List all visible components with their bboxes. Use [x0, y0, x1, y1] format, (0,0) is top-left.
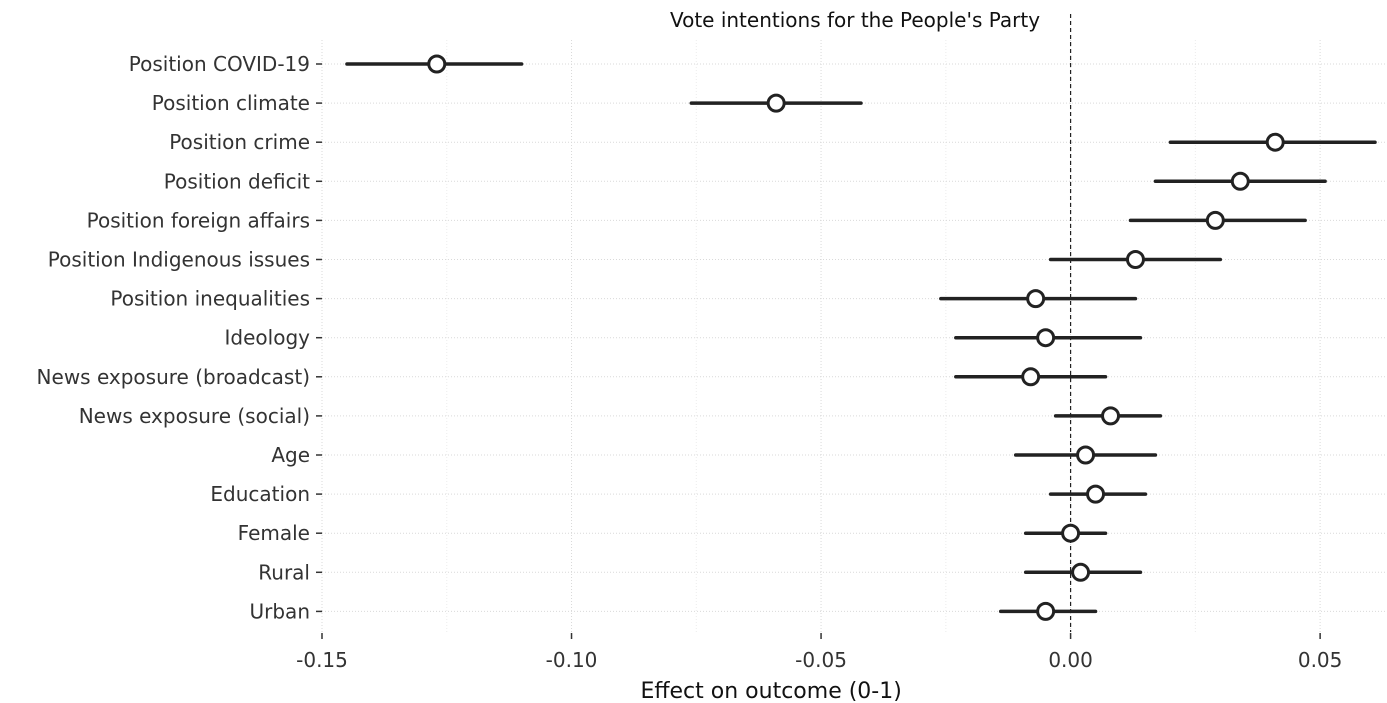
y-tick-label: Position inequalities — [110, 287, 310, 311]
point-estimate — [1230, 171, 1250, 191]
y-tick-label: Rural — [258, 560, 310, 584]
point-estimate — [1205, 210, 1225, 230]
y-tick-label: Ideology — [225, 326, 311, 350]
x-axis-labels: -0.15 -0.10 -0.05 0.00 0.05 — [296, 633, 1342, 672]
point-estimate — [1101, 406, 1121, 426]
estimates — [345, 54, 1377, 621]
point-estimate — [1071, 562, 1091, 582]
x-tick-label: 0.05 — [1298, 648, 1343, 672]
y-tick-label: Position COVID-19 — [129, 52, 310, 76]
x-tick-label: -0.10 — [546, 648, 598, 672]
y-tick-label: Urban — [250, 599, 311, 623]
x-tick-label: -0.15 — [296, 648, 348, 672]
y-tick-label: News exposure (broadcast) — [37, 365, 310, 389]
y-tick-label: Age — [271, 443, 310, 467]
y-tick-label: News exposure (social) — [79, 404, 310, 428]
chart-title: Vote intentions for the People's Party — [670, 8, 1040, 32]
point-estimate — [427, 54, 447, 74]
y-tick-label: Female — [238, 521, 310, 545]
point-estimate — [1076, 445, 1096, 465]
point-estimate — [1036, 601, 1056, 621]
point-estimate — [1265, 132, 1285, 152]
x-tick-label: -0.05 — [795, 648, 847, 672]
x-axis-title: Effect on outcome (0-1) — [640, 679, 901, 703]
y-tick-label: Position deficit — [164, 169, 310, 193]
y-tick-label: Position foreign affairs — [87, 208, 310, 232]
y-tick-label: Education — [210, 482, 310, 506]
point-estimate — [1036, 328, 1056, 348]
x-tick-label: 0.00 — [1048, 648, 1093, 672]
grid — [321, 40, 1385, 632]
point-estimate — [1086, 484, 1106, 504]
point-estimate — [1026, 289, 1046, 309]
y-tick-label: Position climate — [152, 91, 310, 115]
point-estimate — [766, 93, 786, 113]
point-estimate — [1021, 367, 1041, 387]
point-estimate — [1061, 523, 1081, 543]
point-estimate — [1125, 250, 1145, 269]
y-axis-labels: Position COVID-19 Position climate Positio… — [37, 52, 322, 623]
y-tick-label: Position Indigenous issues — [48, 248, 310, 272]
y-tick-label: Position crime — [169, 130, 310, 154]
